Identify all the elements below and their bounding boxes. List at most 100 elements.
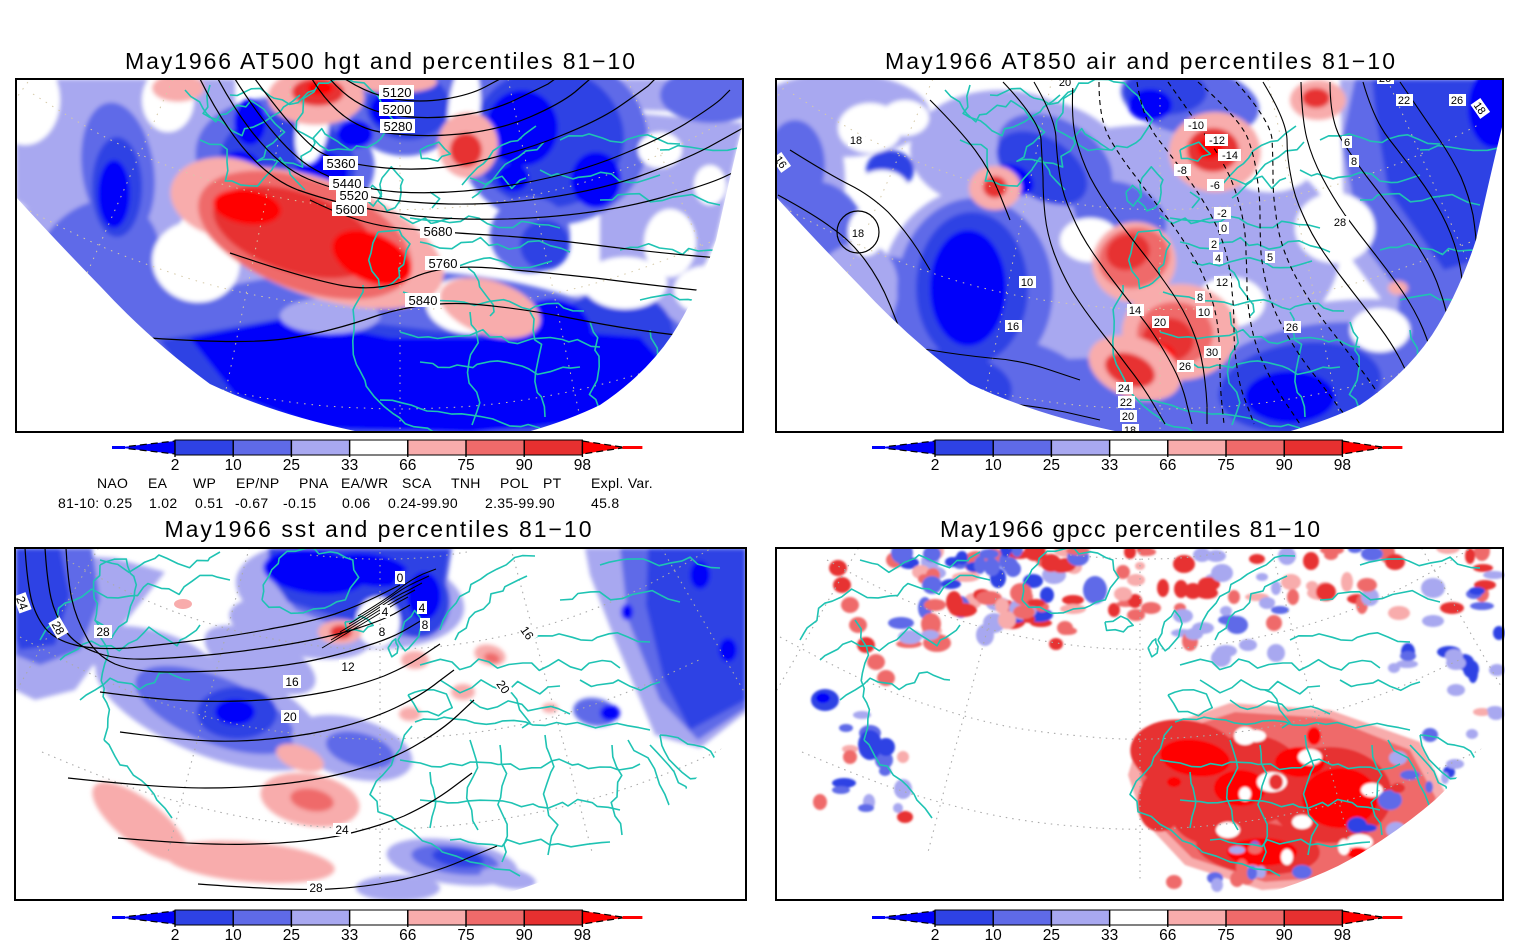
svg-text:66: 66 <box>1159 927 1176 940</box>
svg-text:25: 25 <box>1043 927 1060 940</box>
svg-text:12: 12 <box>341 660 355 674</box>
svg-text:EA/WR: EA/WR <box>341 475 388 491</box>
svg-text:0.51: 0.51 <box>195 495 223 511</box>
svg-text:4: 4 <box>1215 253 1221 265</box>
svg-text:18: 18 <box>850 135 862 147</box>
svg-text:Expl. Var.: Expl. Var. <box>591 475 653 491</box>
svg-text:98: 98 <box>1334 927 1351 940</box>
svg-text:98: 98 <box>574 927 591 940</box>
svg-text:25: 25 <box>283 927 300 940</box>
svg-text:EA: EA <box>148 475 168 491</box>
svg-text:WP: WP <box>193 475 216 491</box>
svg-text:SCA: SCA <box>402 475 432 491</box>
svg-text:1.02: 1.02 <box>149 495 177 511</box>
svg-text:6: 6 <box>1344 137 1350 149</box>
svg-text:10: 10 <box>985 457 1003 474</box>
svg-text:20: 20 <box>1154 317 1166 329</box>
svg-text:28: 28 <box>1334 217 1346 229</box>
svg-text:26: 26 <box>1379 73 1391 85</box>
svg-text:28: 28 <box>49 619 68 638</box>
svg-text:66: 66 <box>399 927 416 940</box>
svg-text:0: 0 <box>1221 223 1227 235</box>
svg-text:18: 18 <box>1471 100 1488 117</box>
svg-text:98: 98 <box>1334 457 1351 474</box>
svg-text:10: 10 <box>225 457 243 474</box>
svg-text:5: 5 <box>1267 252 1273 264</box>
svg-text:30: 30 <box>1206 347 1218 359</box>
svg-text:2: 2 <box>171 457 180 474</box>
svg-text:2: 2 <box>931 457 940 474</box>
svg-text:PT: PT <box>543 475 562 491</box>
svg-text:26: 26 <box>1451 95 1463 107</box>
svg-text:25: 25 <box>1043 457 1060 474</box>
svg-text:5840: 5840 <box>409 293 438 308</box>
svg-text:33: 33 <box>341 457 358 474</box>
svg-text:75: 75 <box>457 927 474 940</box>
svg-text:33: 33 <box>1101 457 1118 474</box>
svg-text:8: 8 <box>1197 292 1203 304</box>
svg-text:5280: 5280 <box>384 119 413 134</box>
svg-text:5440: 5440 <box>333 176 362 191</box>
svg-text:20: 20 <box>1122 411 1134 423</box>
svg-text:0: 0 <box>397 571 404 585</box>
svg-text:-8: -8 <box>1177 165 1187 177</box>
svg-text:16: 16 <box>1007 321 1019 333</box>
svg-text:75: 75 <box>457 457 474 474</box>
svg-text:5600: 5600 <box>336 202 365 217</box>
svg-text:5760: 5760 <box>429 256 458 271</box>
svg-text:10: 10 <box>225 927 243 940</box>
svg-text:2: 2 <box>171 927 180 940</box>
svg-text:8: 8 <box>1351 156 1357 168</box>
svg-text:-14: -14 <box>1222 150 1238 162</box>
svg-text:66: 66 <box>399 457 416 474</box>
svg-text:4: 4 <box>382 605 389 619</box>
svg-text:18: 18 <box>1124 425 1136 437</box>
svg-text:4: 4 <box>419 601 426 615</box>
svg-text:66: 66 <box>1159 457 1176 474</box>
svg-text:-0.67: -0.67 <box>235 495 268 511</box>
svg-text:0.24-99.90: 0.24-99.90 <box>388 495 458 511</box>
svg-text:EP/NP: EP/NP <box>236 475 280 491</box>
svg-text:-0.15: -0.15 <box>283 495 316 511</box>
svg-text:10: 10 <box>1198 307 1210 319</box>
svg-text:May1966 gpcc percentiles 81−10: May1966 gpcc percentiles 81−10 <box>940 516 1320 542</box>
svg-text:NAO: NAO <box>97 475 128 491</box>
svg-text:20: 20 <box>1059 77 1071 89</box>
svg-text:26: 26 <box>1179 361 1191 373</box>
svg-text:98: 98 <box>574 457 591 474</box>
svg-text:24: 24 <box>13 594 31 612</box>
svg-text:24: 24 <box>335 823 349 837</box>
svg-text:33: 33 <box>341 927 358 940</box>
svg-text:8: 8 <box>379 625 386 639</box>
svg-text:75: 75 <box>1217 927 1234 940</box>
svg-text:90: 90 <box>516 927 534 940</box>
svg-text:0.25: 0.25 <box>104 495 132 511</box>
svg-text:-6: -6 <box>1210 180 1220 192</box>
svg-text:45.8: 45.8 <box>591 495 619 511</box>
svg-text:TNH: TNH <box>451 475 481 491</box>
svg-text:May1966 sst and percentiles 81: May1966 sst and percentiles 81−10 <box>165 516 592 542</box>
svg-text:18: 18 <box>852 228 864 240</box>
svg-text:81-10:: 81-10: <box>58 495 100 511</box>
svg-text:25: 25 <box>283 457 300 474</box>
svg-text:12: 12 <box>1216 277 1228 289</box>
svg-text:75: 75 <box>1217 457 1234 474</box>
svg-text:5680: 5680 <box>424 224 453 239</box>
svg-text:10: 10 <box>985 927 1003 940</box>
svg-text:5200: 5200 <box>383 102 412 117</box>
svg-text:PNA: PNA <box>299 475 329 491</box>
svg-text:2: 2 <box>1211 239 1217 251</box>
svg-text:-12: -12 <box>1209 135 1225 147</box>
svg-text:20: 20 <box>283 710 297 724</box>
svg-text:10: 10 <box>1021 277 1033 289</box>
svg-text:5360: 5360 <box>327 156 356 171</box>
svg-text:33: 33 <box>1101 927 1118 940</box>
svg-text:90: 90 <box>1276 927 1294 940</box>
svg-text:2.35-99.90: 2.35-99.90 <box>485 495 555 511</box>
svg-text:POL: POL <box>500 475 529 491</box>
svg-text:-10: -10 <box>1188 120 1204 132</box>
svg-text:28: 28 <box>96 625 110 639</box>
svg-text:8: 8 <box>422 618 429 632</box>
svg-text:-2: -2 <box>1217 208 1227 220</box>
svg-text:26: 26 <box>1286 322 1298 334</box>
